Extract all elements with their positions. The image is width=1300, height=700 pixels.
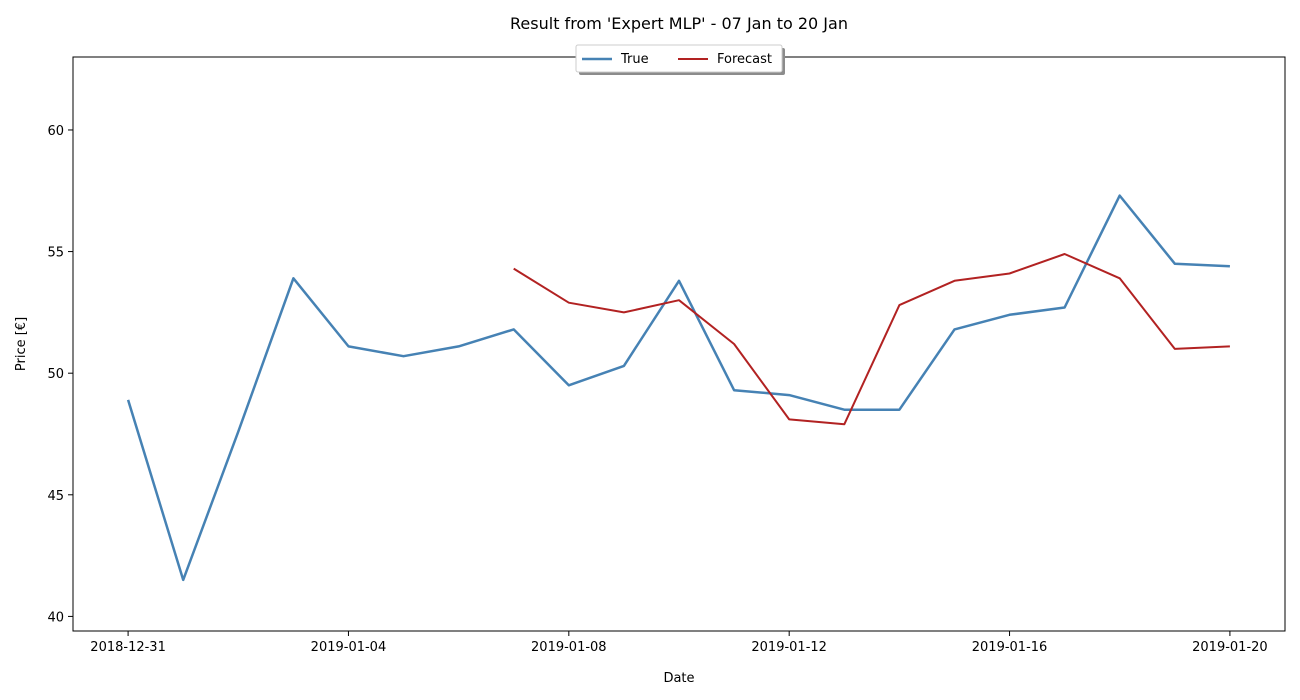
y-axis: 40 45 50 55 60 [47,124,73,625]
y-axis-label: Price [€] [14,317,29,371]
x-tick-label: 2019-01-16 [972,640,1048,655]
legend-label-forecast: Forecast [717,52,772,67]
y-tick-label: 50 [47,367,64,382]
x-tick-label: 2019-01-12 [751,640,827,655]
x-axis-label: Date [663,671,694,686]
series-line-true [126,194,1230,582]
series-line-forecast [513,253,1230,426]
x-tick-label: 2019-01-20 [1192,640,1268,655]
x-tick-label: 2019-01-04 [311,640,387,655]
series-layer [126,194,1230,582]
x-axis: 2018-12-31 2019-01-04 2019-01-08 2019-01-12… [90,631,1268,655]
y-tick-label: 60 [47,124,64,139]
legend: True Forecast [575,44,785,75]
y-tick-label: 45 [47,489,64,504]
x-tick-label: 2019-01-08 [531,640,607,655]
y-tick-label: 55 [47,246,64,261]
x-tick-label: 2018-12-31 [90,640,166,655]
chart-title: Result from 'Expert MLP' - 07 Jan to 20 … [510,14,848,33]
plot-area [72,56,1286,632]
y-tick-label: 40 [47,610,64,625]
legend-label-true: True [620,52,649,67]
